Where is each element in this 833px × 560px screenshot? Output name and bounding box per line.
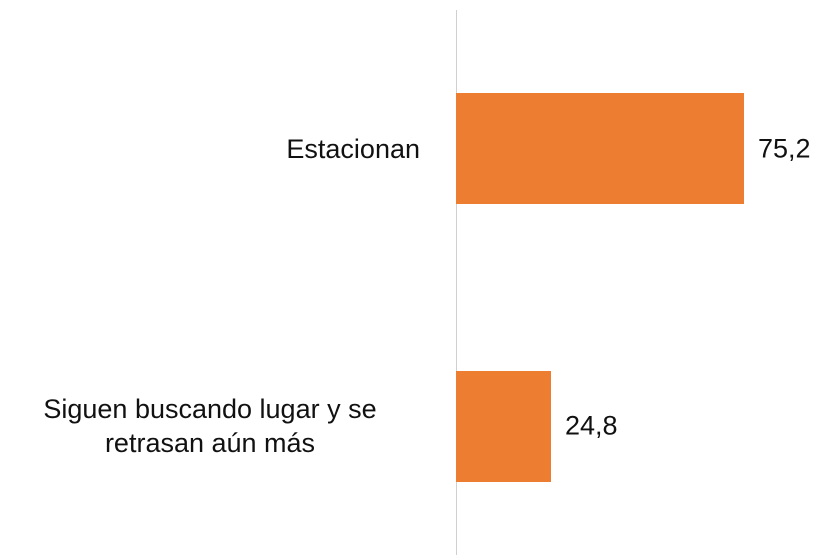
category-axis xyxy=(456,10,457,555)
category-label: Estacionan xyxy=(286,133,420,164)
bar xyxy=(456,93,745,205)
data-label: 24,8 xyxy=(564,410,618,441)
category-label-box: Siguen buscando lugar y se retrasan aún … xyxy=(0,392,420,460)
category-label: Siguen buscando lugar y se retrasan aún … xyxy=(43,394,377,459)
category-label-box: Estacionan xyxy=(0,132,420,166)
data-label: 75,2 xyxy=(758,133,811,164)
bar xyxy=(456,370,551,482)
